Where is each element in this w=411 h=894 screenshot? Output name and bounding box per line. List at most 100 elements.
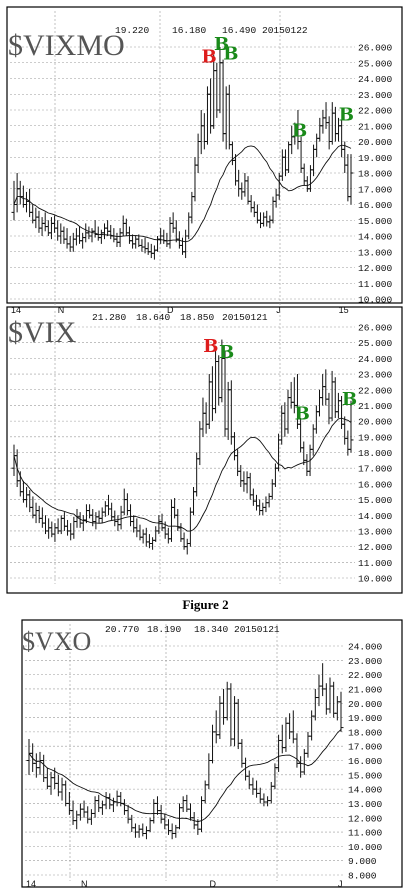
price-bar [66,791,72,815]
price-bar [132,823,138,838]
price-bar [67,236,73,252]
price-bar [55,518,61,535]
y-tick-label: 22.000 [348,670,383,681]
price-bar [64,228,70,249]
x-tick-label: 14 [26,879,36,889]
price-bar [103,791,109,810]
price-bar [198,110,204,155]
x-tick-label: J [338,879,343,889]
price-bar [202,780,208,804]
price-bar [128,504,134,527]
header-value: 20150121 [234,624,280,635]
price-bar [42,212,48,232]
price-bar [298,756,304,778]
y-tick-label: 10.000 [358,574,393,585]
price-bar [314,133,320,158]
price-bar [55,220,61,241]
price-bar [74,810,80,830]
y-tick-label: 23.000 [358,90,393,101]
y-tick-label: 19.000 [358,432,393,443]
y-tick-label: 19.000 [348,713,383,724]
price-bar [161,229,167,244]
figure-caption: Figure 2 [182,597,229,612]
header-value: 20150122 [262,25,308,36]
price-bar [294,733,300,768]
price-bar [348,154,354,205]
price-bar [312,688,318,721]
price-bar [335,392,341,418]
price-bar [250,777,256,795]
price-bar [345,430,351,456]
price-bar [120,215,126,236]
price-bar [181,532,187,550]
y-tick-label: 17.000 [358,464,393,475]
price-bar [329,102,335,145]
price-bar [93,512,99,530]
price-bar [87,504,93,519]
price-bar [59,777,65,801]
x-tick-label: 15 [339,305,349,315]
y-tick-label: 23.000 [358,370,393,381]
price-bar [115,515,121,531]
price-bar [58,223,64,244]
price-bar [71,516,77,539]
price-bar [148,243,154,259]
y-tick-label: 25.000 [358,338,393,349]
y-tick-label: 17.000 [348,742,383,753]
y-tick-label: 18.000 [358,169,393,180]
y-tick-label: 15.000 [358,216,393,227]
y-tick-label: 20.000 [358,137,393,148]
price-bar [221,688,227,725]
chart-frame [21,619,403,888]
symbol-label: $VIXMO [8,29,125,62]
price-bar [118,505,124,530]
price-bar [195,133,201,173]
buy-signal-marker: B [223,43,238,64]
price-bar [65,519,71,536]
header-value: 16.490 [222,25,257,36]
price-bar [204,86,210,145]
y-tick-label: 19.000 [358,153,393,164]
price-bar [317,389,323,417]
y-tick-label: 25.000 [358,58,393,69]
price-bar [117,228,123,248]
price-bar [317,117,323,142]
price-bar [323,102,329,129]
price-bar [70,800,76,825]
price-bar [90,508,96,527]
price-bar [338,691,344,732]
price-bar [30,743,36,772]
price-bar [101,223,107,240]
buy-signal-marker: B [214,34,229,55]
price-bar [348,400,354,453]
symbol-label: $VIX [8,316,77,349]
price-bar [89,228,95,243]
price-bar [11,444,17,477]
price-bar [153,526,159,542]
price-bar [264,210,270,227]
price-bar [142,237,148,254]
y-tick-label: 14.000 [358,232,393,243]
price-bar [109,502,115,520]
y-tick-label: 10.000 [358,295,393,306]
price-bar [228,683,234,747]
price-bar [155,236,161,252]
header-value: 20150121 [222,312,268,323]
y-tick-label: 20.000 [348,699,383,710]
price-bar [285,389,291,434]
price-bar [329,370,335,422]
y-tick-label: 8.000 [348,871,377,882]
x-tick-label: N [81,879,88,889]
buy-signal-marker: B [342,389,357,410]
y-tick-label: 23.000 [348,656,383,667]
moving-average-line [13,144,352,243]
price-bar [33,207,39,229]
price-bar [39,507,45,528]
price-bar [283,717,289,752]
y-tick-label: 18.000 [358,448,393,459]
price-bar [239,182,245,200]
price-bar [162,813,168,830]
y-tick-label: 9.000 [348,856,377,867]
header-value: 18.190 [147,624,182,635]
price-bar [158,804,164,824]
